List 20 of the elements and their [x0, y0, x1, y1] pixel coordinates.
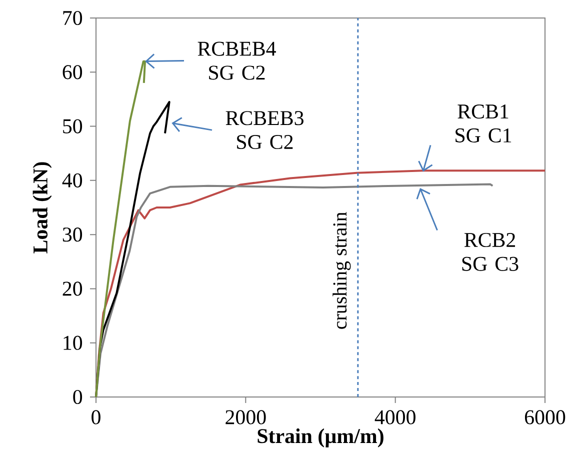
y-tick-label: 70 — [63, 10, 82, 26]
y-tick-label: 50 — [63, 119, 82, 134]
x-tick-label: 6000 — [524, 410, 566, 424]
annotation: RCB2 SG C3 — [462, 232, 518, 271]
x-axis-title: Strain (µm/m) — [258, 428, 384, 448]
y-tick-label: 0 — [73, 390, 82, 404]
y-tick-label: 60 — [62, 65, 82, 80]
annotation: RCBEB3 SG C2 — [226, 111, 304, 150]
ref-line-label: crushing strain — [332, 212, 351, 329]
y-tick-label: 10 — [64, 336, 82, 350]
y-tick-label: 20 — [62, 282, 82, 296]
annotation: RCB1 SG C1 — [456, 104, 512, 142]
x-tick-label: 4000 — [374, 410, 416, 424]
annotation: RCBEB4 SG C2 — [198, 42, 276, 80]
x-tick-label: 2000 — [226, 410, 266, 424]
y-tick-label: 40 — [62, 173, 82, 188]
x-tick-label: 0 — [92, 410, 100, 424]
y-axis-title: Load (kN) — [32, 162, 52, 254]
y-tick-label: 30 — [62, 228, 82, 242]
line-series — [95, 60, 146, 398]
